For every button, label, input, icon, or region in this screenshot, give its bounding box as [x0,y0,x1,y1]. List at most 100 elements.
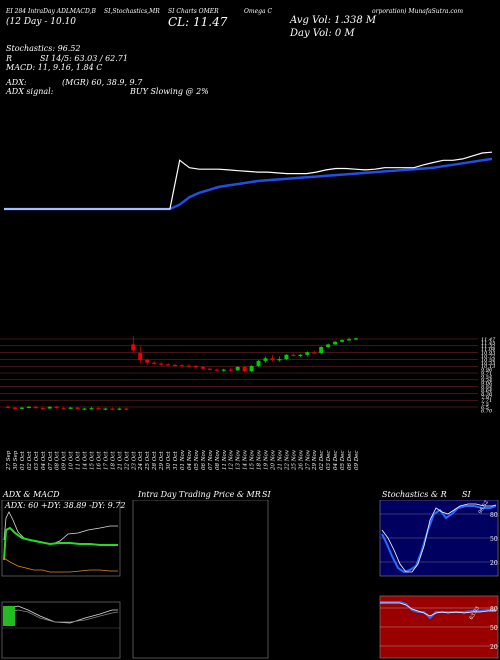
price-axis-label: 9.71 [481,371,492,377]
candle-body [33,406,38,409]
intraday-panel-title: Intra Day Trading Price & MR [138,490,261,499]
header-line1-left: EI 284 IntraDay ADLMACD,B [6,8,96,15]
candle-body [145,360,150,363]
date-label: 11 Oct [76,451,82,470]
date-label: 09 Oct [62,451,68,470]
price-axis-label: 9.96 [481,368,493,374]
macd-signal-line [3,609,119,623]
candle-body [284,354,289,360]
candle-body [298,354,303,356]
candle-body [249,366,254,372]
price-axis-label: 6.70 [481,408,493,414]
adx-values-text: ADX: 60 +DY: 38.89 -DY: 9.72 [4,501,125,510]
candle-body [89,408,94,410]
price-axis-label: 9.06 [481,381,493,387]
date-label: 30 Sep [13,450,19,470]
header-line1-right: Omega C [244,8,273,15]
rsi-value: SI 14/5: 63.03 / 62.71 [40,54,128,63]
date-label: 22 Oct [124,451,130,470]
date-label: 16 Oct [96,451,102,470]
stoch-panel-si: SI [462,490,471,499]
date-axis-labels: 27 Sep 30 Sep 01 Oct 02 Oct 03 Oct 04 Oct 07 O… [6,449,360,470]
rsi-tick-20: 20 [490,644,498,651]
intraday-panel-frame [132,500,269,659]
date-label: 14 Nov [243,449,249,470]
date-label: 07 Nov [208,449,214,470]
candle-body [117,408,122,410]
candle-body [242,366,247,372]
candle-body [354,338,358,340]
date-label: 24 Oct [138,451,144,470]
date-label: 02 Oct [27,451,33,470]
candle-body [166,364,171,366]
date-label: 14 Oct [83,451,89,470]
price-axis-labels: 11.4711.4511.3211.0410.9310.7210.5410.33… [481,337,496,414]
buy-signal: BUY Slowing @ 2% [130,87,209,96]
candle-body [54,406,59,409]
adx-label: ADX: [6,78,27,87]
stoch-d-line [381,503,497,573]
candle-body [61,408,66,410]
price-axis-label: 10.54 [481,357,495,363]
price-axis-label: 7.97 [481,395,493,401]
date-label: 08 Oct [55,451,61,470]
header-line1-far: orporation) MunafaSutra.com [372,8,464,15]
candle-body [173,364,178,367]
adx-panel-frame [1,500,121,577]
date-label: 29 Oct [159,451,165,470]
price-axis-label: 10.13 [481,364,495,370]
date-label: 13 Nov [236,449,242,470]
header-line1-mid2: SI Charts OMER [168,8,219,15]
price-axis-label: 10.72 [481,354,495,360]
candle-body [180,365,184,367]
date-label: 31 Oct [173,451,179,470]
candle-body [19,407,24,409]
price-axis-label: 10.93 [481,351,495,357]
date-label: 08 Nov [215,449,221,470]
candle-body [68,407,73,409]
intraday-panel-si: SI [262,490,271,499]
date-label: 11 Nov [222,449,228,470]
date-label: 19 Nov [264,449,270,470]
candle-body [207,368,212,370]
candle-body [340,340,345,342]
candle-body [277,359,282,361]
candle-body [235,366,240,371]
r-label: R [6,54,13,63]
candle-body [26,406,31,408]
adx-panel-title: ADX & MACD [3,490,60,499]
candle-body [256,360,261,367]
date-label: 05 Nov [194,449,200,470]
day-volume: Day Vol: 0 M [290,28,355,39]
candle-body [6,406,10,408]
adx-values: (MGR) 60, 38.9, 9.7 [62,78,143,87]
date-label: 01 Nov [180,449,186,470]
candle-body [305,352,310,355]
date-label: 27 Nov [305,449,311,470]
header-line2-left: (12 Day - 10.10 [6,17,77,27]
bottom-panels: ADX: 60 +DY: 38.89 -DY: 9.72 80 50 20 96… [1,500,499,659]
candle-body [152,362,157,364]
candle-body [291,354,296,356]
main-price-chart: 11.4711.4511.3211.0410.9310.7210.5410.33… [0,151,496,470]
adx-orange-line [3,557,118,573]
date-label: 10 Oct [69,451,75,470]
candle-body [263,358,268,361]
candle-body [131,344,136,351]
candle-body [96,408,101,410]
date-label: 03 Oct [34,451,40,470]
rsi-blue-line [380,601,496,620]
candle-body [347,339,352,341]
price-gridlines [0,338,478,408]
candle-body [40,408,45,410]
price-axis-label: 11.47 [481,337,496,343]
candle-body [138,353,143,360]
price-axis-label: 6.5 [481,405,489,411]
candle-body [110,408,115,410]
candle-body [214,369,219,371]
candle-body [124,408,129,410]
macd-histogram [3,606,15,626]
date-label: 04 Nov [187,449,193,470]
date-label: 07 Oct [48,451,54,470]
date-label: 01 Oct [20,451,26,470]
